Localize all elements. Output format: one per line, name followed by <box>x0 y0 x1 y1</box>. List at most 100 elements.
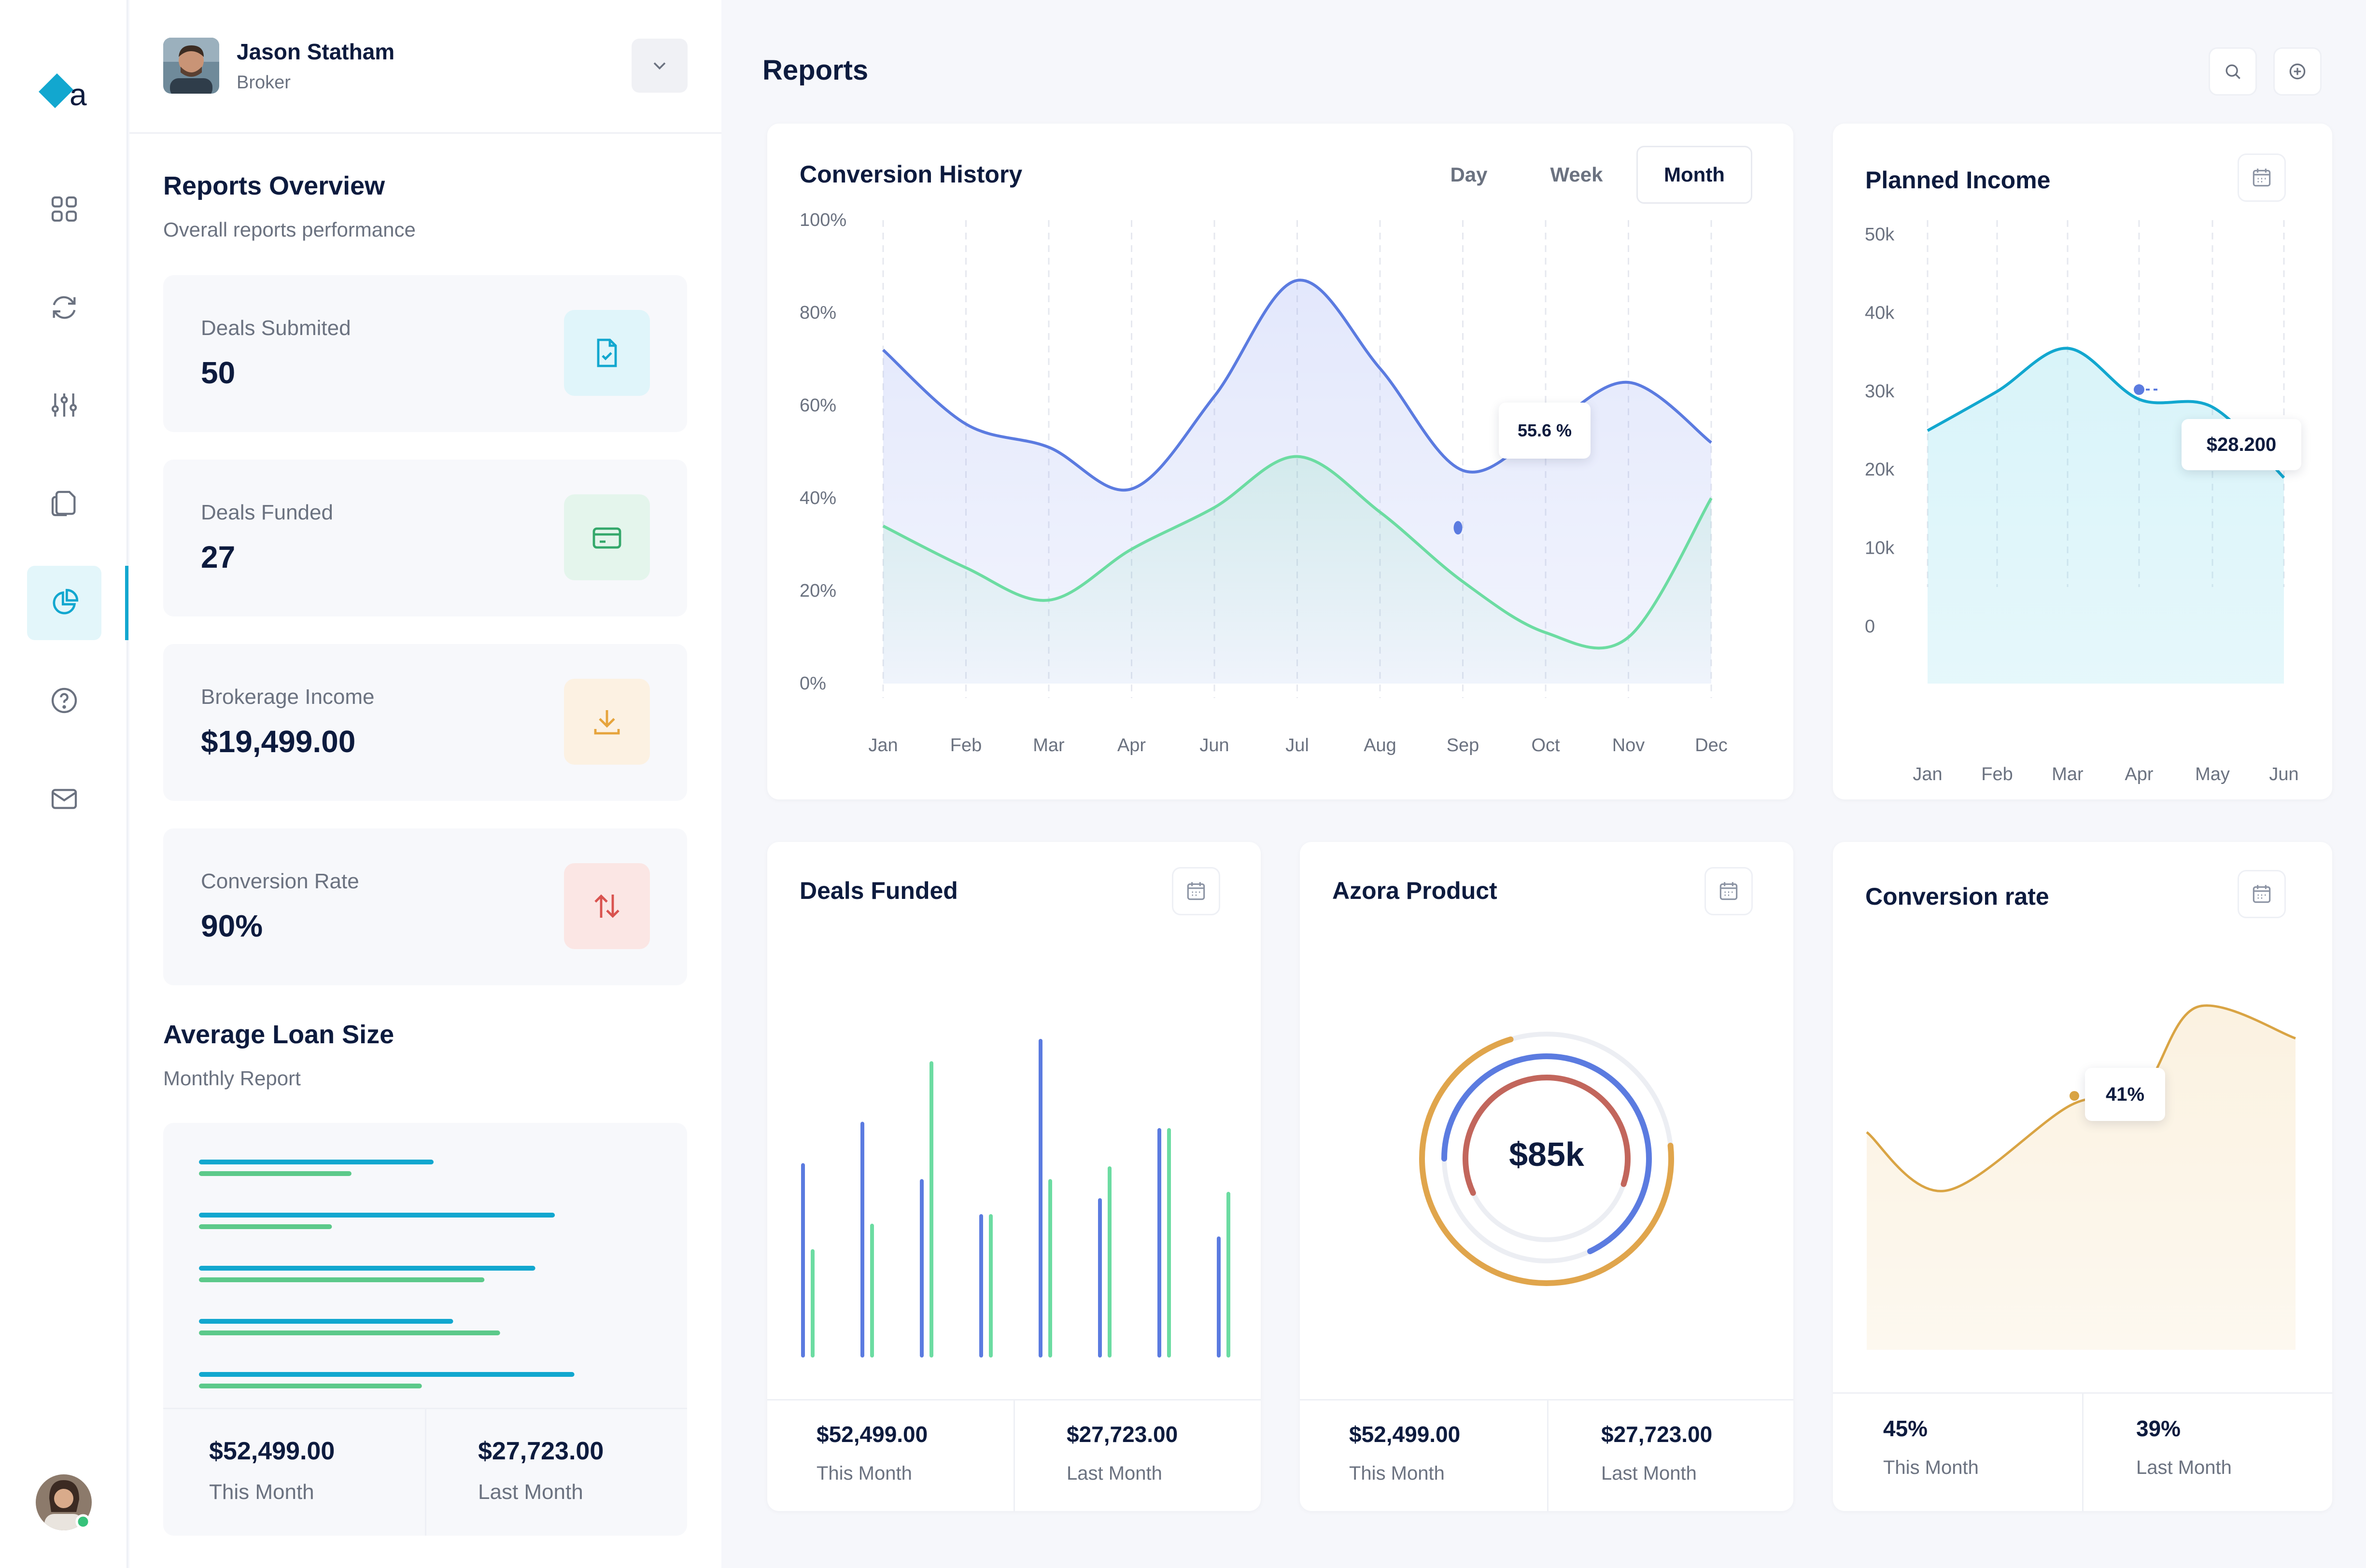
mail-icon <box>51 789 77 809</box>
calendar-button[interactable] <box>2238 870 2286 918</box>
stat-icon-box <box>564 679 650 765</box>
x-tick-label: Apr <box>2125 764 2153 784</box>
ring-arc <box>1419 1031 1674 1286</box>
overview-subtitle: Overall reports performance <box>163 218 416 241</box>
last-month-value: $27,723.00 <box>1601 1422 1713 1447</box>
divider <box>425 1408 426 1536</box>
last-month-value: $27,723.00 <box>1067 1422 1178 1447</box>
chart-tooltip: $28.200 <box>2182 419 2301 470</box>
calendar-icon <box>1719 882 1738 900</box>
search-button[interactable] <box>2209 47 2257 96</box>
conversion-history-chart: Jan Feb Mar Apr Jun Jul Aug Sep Oct Nov Dec 0% 20% 40… <box>800 210 1728 756</box>
stat-value: 27 <box>201 540 236 574</box>
y-tick-label: 40% <box>800 488 836 508</box>
y-tick-label: 100% <box>800 210 846 230</box>
user-role: Broker <box>237 72 291 93</box>
ring-arc <box>1463 1075 1631 1243</box>
x-tick-label: Nov <box>1612 735 1645 756</box>
stat-label: Deals Funded <box>201 501 333 524</box>
conversion-history-card: Conversion History Day Week Month Jan Feb… <box>767 124 1793 799</box>
y-tick-label: 60% <box>800 395 836 416</box>
nav-dashboard[interactable] <box>27 172 101 246</box>
this-month-value: $52,499.00 <box>209 1437 335 1465</box>
loan-bar <box>199 1384 422 1388</box>
this-month-value: 45% <box>1883 1416 1928 1441</box>
calendar-icon <box>2253 168 2271 187</box>
nav-reports[interactable] <box>27 566 101 640</box>
nav-help[interactable] <box>27 663 101 738</box>
x-tick-label: Feb <box>950 735 982 756</box>
loan-bar <box>199 1266 535 1271</box>
stat-card-deals-funded[interactable]: Deals Funded 27 <box>163 460 687 616</box>
loan-bar <box>199 1224 332 1229</box>
pie-chart-icon <box>53 588 79 615</box>
calendar-button[interactable] <box>1172 867 1220 915</box>
calendar-button[interactable] <box>2238 154 2286 202</box>
x-tick-label: Jan <box>1913 764 1942 784</box>
planned-income-card: Planned Income Jan Feb Mar Apr May Jun 0 10k 20k… <box>1833 124 2332 799</box>
funded-bar <box>989 1214 993 1358</box>
avg-loan-chart <box>199 1160 575 1388</box>
tab-week[interactable]: Week <box>1550 163 1603 186</box>
funded-bar <box>1039 1039 1042 1358</box>
card-title: Conversion rate <box>1865 883 2049 910</box>
nav-documents[interactable] <box>27 466 101 541</box>
x-tick-label: Mar <box>1033 735 1065 756</box>
funded-bar <box>1098 1198 1102 1358</box>
funded-bar <box>801 1163 805 1358</box>
nav-transactions[interactable] <box>27 270 101 345</box>
nav-settings[interactable] <box>27 368 101 442</box>
stat-card-conversion-rate[interactable]: Conversion Rate 90% <box>163 828 687 985</box>
current-user-avatar[interactable] <box>35 1473 93 1531</box>
arrows-up-down-icon <box>594 894 620 918</box>
highlight-marker <box>2134 384 2144 395</box>
stat-card-brokerage-income[interactable]: Brokerage Income $19,499.00 <box>163 644 687 801</box>
stat-value: $19,499.00 <box>201 724 356 759</box>
y-tick-label: 30k <box>1865 381 1895 402</box>
x-tick-label: Sep <box>1447 735 1479 756</box>
stat-card-deals-submitted[interactable]: Deals Submited 50 <box>163 275 687 432</box>
y-tick-label: 10k <box>1865 538 1895 559</box>
x-tick-label: Mar <box>2052 764 2084 784</box>
user-avatar[interactable] <box>163 38 219 94</box>
user-menu-button[interactable] <box>632 39 688 93</box>
x-tick-label: Oct <box>1531 735 1560 756</box>
azora-ring-chart <box>1419 1031 1674 1286</box>
this-month-value: $52,499.00 <box>817 1422 928 1447</box>
y-tick-label: 80% <box>800 303 836 323</box>
user-name: Jason Statham <box>237 39 395 64</box>
funded-bar <box>1167 1128 1171 1358</box>
y-tick-label: 20% <box>800 581 836 601</box>
avg-loan-subtitle: Monthly Report <box>163 1067 301 1090</box>
highlight-marker <box>2070 1091 2079 1101</box>
y-tick-label: 0 <box>1865 616 1875 637</box>
last-month-value: 39% <box>2136 1416 2181 1441</box>
nav-messages[interactable] <box>27 762 101 836</box>
calendar-button[interactable] <box>1704 867 1753 915</box>
this-month-label: This Month <box>817 1463 912 1484</box>
loan-bar <box>199 1171 352 1176</box>
tab-month[interactable]: Month <box>1636 146 1752 204</box>
conversion-rate-chart <box>1866 1004 2296 1350</box>
grid-icon <box>51 196 77 222</box>
this-month-label: This Month <box>1349 1463 1445 1484</box>
file-check-icon <box>597 338 617 367</box>
x-tick-label: Jan <box>868 735 898 756</box>
calendar-icon <box>2253 885 2271 903</box>
card-title: Conversion History <box>800 161 1023 188</box>
funded-bar <box>1157 1128 1161 1358</box>
planned-income-chart: Jan Feb Mar Apr May Jun 0 10k 20k 30k 40k 50k <box>1865 220 2299 784</box>
last-month-label: Last Month <box>1601 1463 1697 1484</box>
funded-bar <box>870 1223 874 1358</box>
loan-bar <box>199 1319 453 1324</box>
add-button[interactable] <box>2273 47 2322 96</box>
stat-icon-box <box>564 494 650 580</box>
funded-bar <box>1108 1166 1112 1358</box>
x-tick-label: Dec <box>1695 735 1728 756</box>
x-tick-label: Jun <box>2269 764 2298 784</box>
tab-day[interactable]: Day <box>1450 163 1488 186</box>
app-logo[interactable]: a <box>38 67 96 112</box>
stat-value: 90% <box>201 909 263 943</box>
last-month-label: Last Month <box>478 1480 583 1504</box>
divider <box>1547 1399 1549 1511</box>
